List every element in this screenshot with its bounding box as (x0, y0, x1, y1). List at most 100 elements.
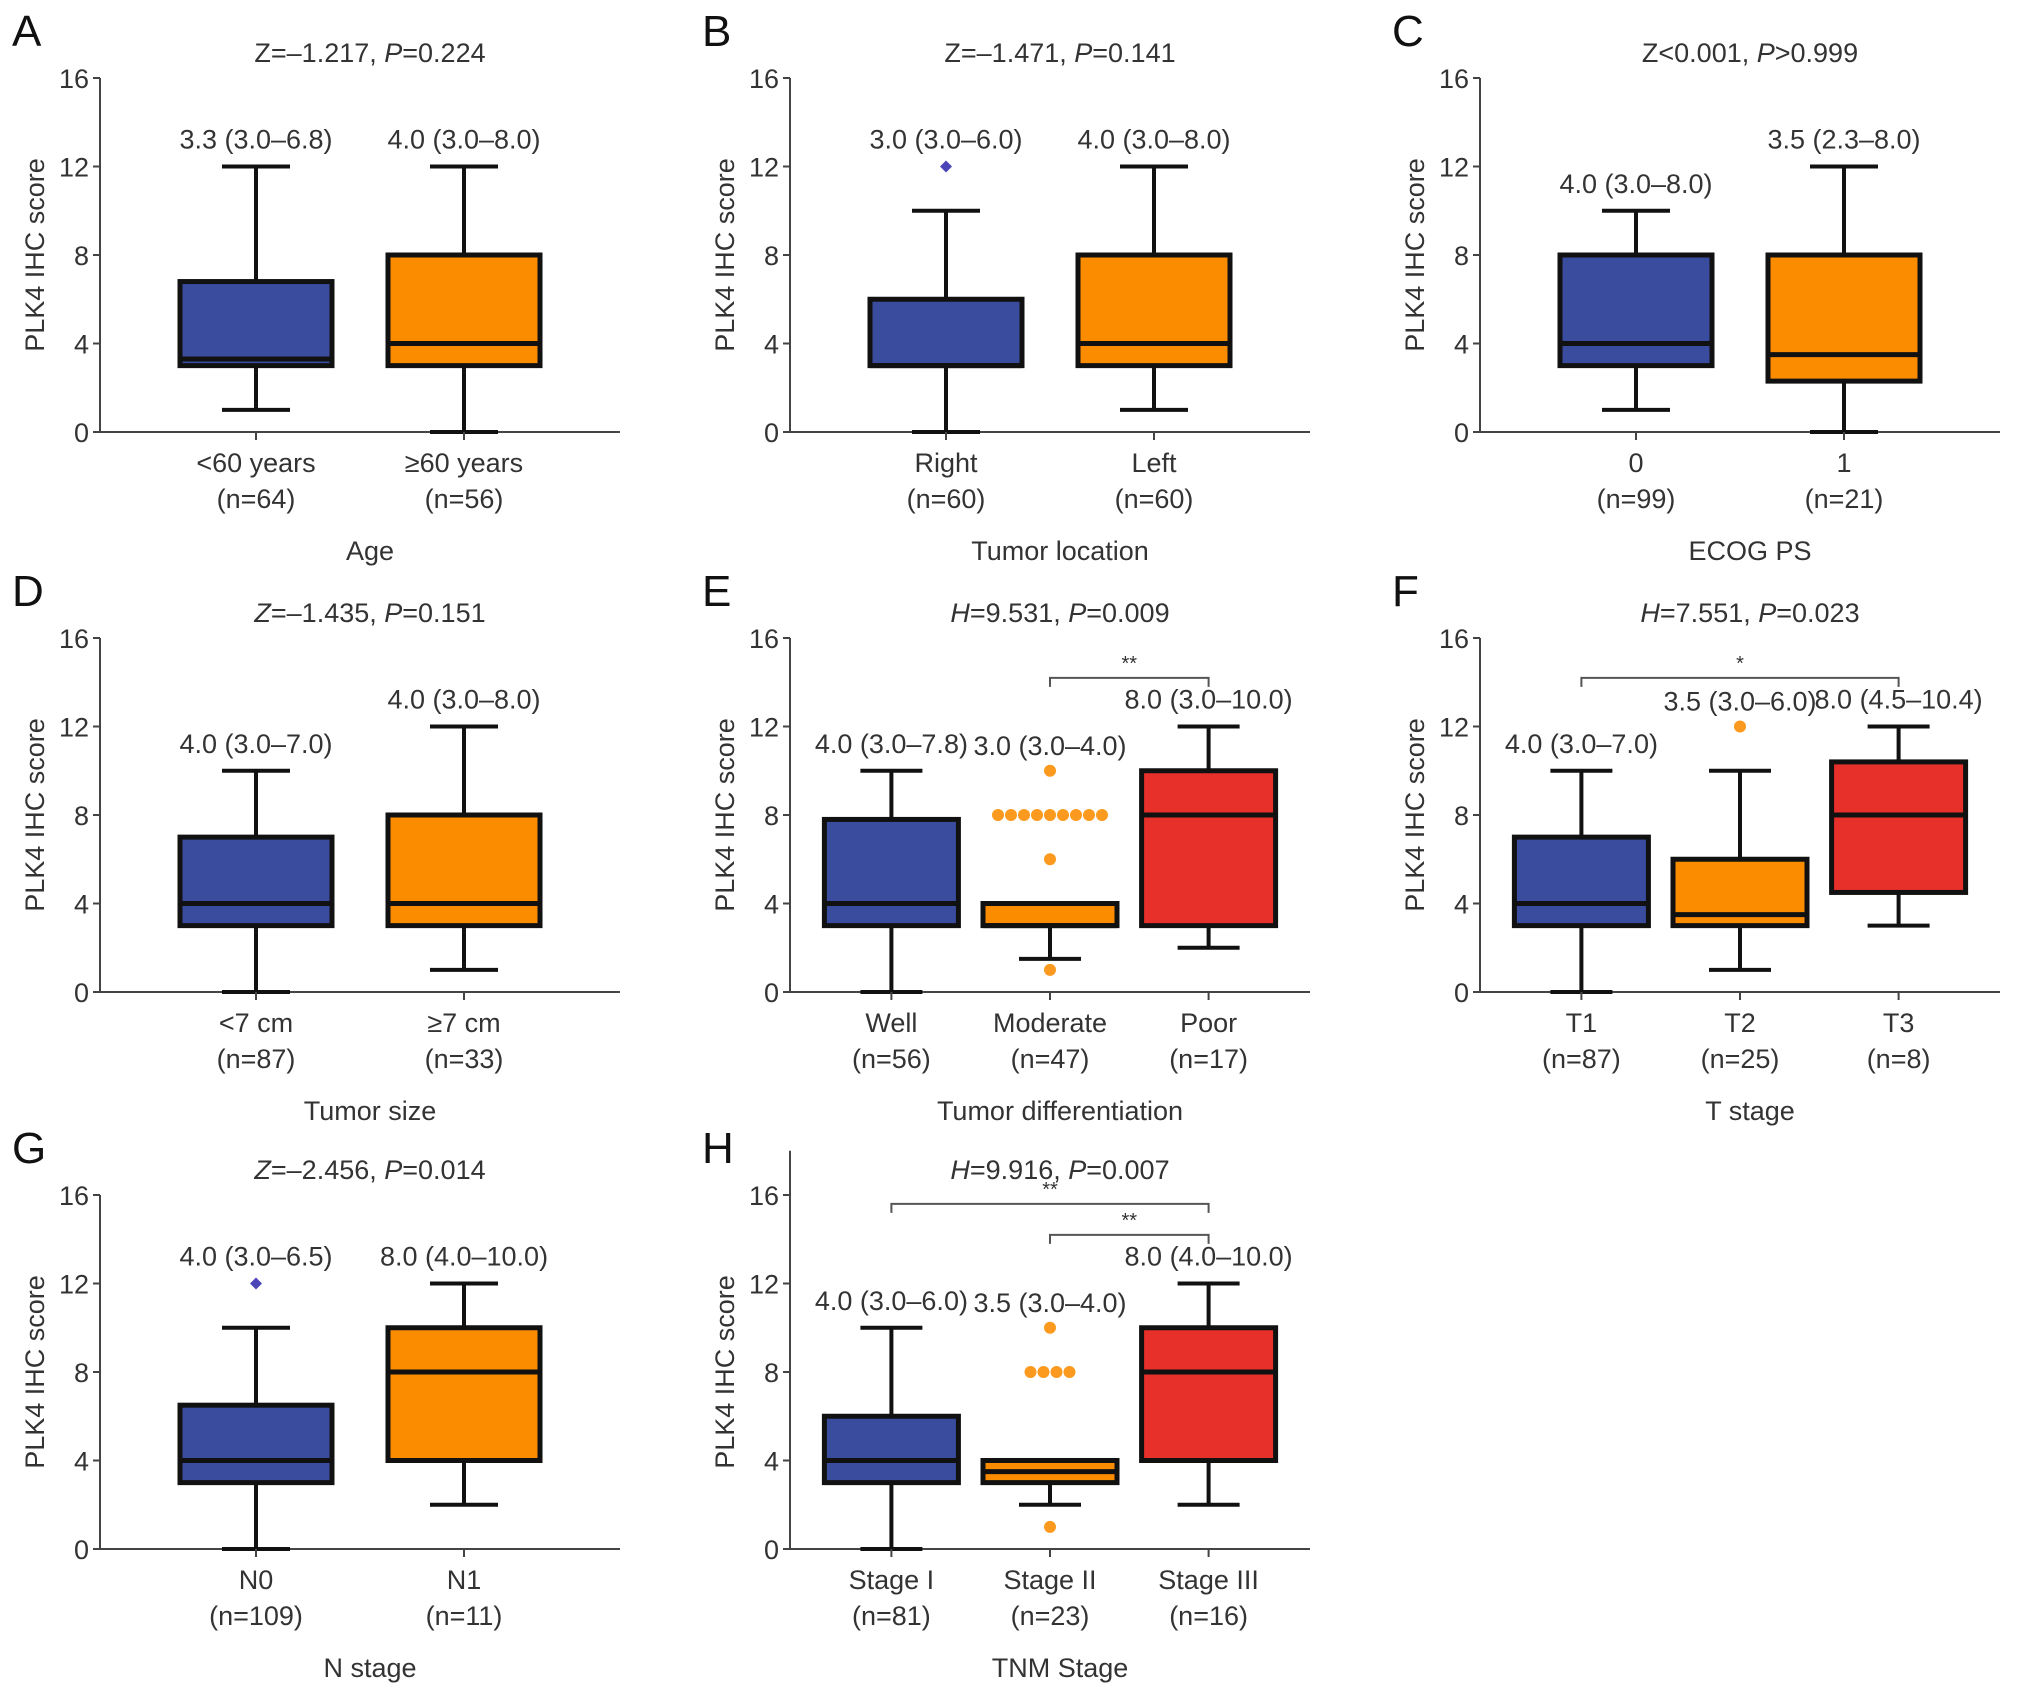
category-label: T1 (1566, 1008, 1598, 1038)
y-axis-label: PLK4 IHC score (710, 1275, 740, 1469)
y-tick-label: 16 (1439, 64, 1469, 94)
box-group: 8.0 (4.0–10.0) N1 (n=11) (380, 1242, 548, 1632)
box (385, 812, 543, 929)
box (821, 1413, 961, 1486)
y-tick-label: 16 (1439, 624, 1469, 654)
outlier-point (1044, 809, 1056, 821)
y-tick-label: 12 (749, 713, 779, 743)
box (177, 834, 335, 929)
panel-letter: D (12, 567, 44, 616)
p-letter: P (1068, 598, 1086, 628)
summary-label: 4.0 (3.0–7.0) (1505, 729, 1658, 759)
category-label: ≥7 cm (427, 1008, 500, 1038)
outlier-point (1083, 809, 1095, 821)
stat-value: =7.551, (1660, 598, 1758, 628)
panel-letter: G (12, 1124, 46, 1173)
category-label: T2 (1724, 1008, 1756, 1038)
summary-label: 3.0 (3.0–6.0) (869, 125, 1022, 155)
summary-label: 8.0 (3.0–10.0) (1125, 685, 1293, 715)
panel-e: E 0 4 8 12 16 PLK4 IHC score H=9.531, P=0.009 4.… (702, 567, 1310, 1126)
box-group: 3.0 (3.0–6.0) Right (n=60) (867, 125, 1025, 514)
stat-letter: Z (1642, 38, 1659, 68)
box-group: 4.0 (3.0–8.0) Left (n=60) (1075, 125, 1233, 514)
y-tick-label: 0 (764, 1535, 779, 1565)
y-tick-label: 4 (74, 330, 89, 360)
outlier-point (1044, 963, 1056, 976)
outlier-point (1057, 809, 1069, 821)
significance-bracket (890, 1202, 1210, 1213)
outlier-point (1005, 809, 1017, 821)
y-tick-label: 4 (74, 890, 89, 920)
y-axis-label: PLK4 IHC score (710, 158, 740, 352)
p-value: =0.007 (1086, 1155, 1169, 1185)
box-group: 8.0 (4.5–10.4) T3 (n=8) (1815, 685, 1983, 1075)
category-label: Well (865, 1008, 917, 1038)
box-group: 4.0 (3.0–7.0) T1 (n=87) (1505, 729, 1658, 1074)
box-group: 4.0 (3.0–7.0) <7 cm (n=87) (177, 729, 335, 1074)
y-tick-label: 16 (59, 624, 89, 654)
outlier-point (250, 1277, 262, 1290)
category-n-label: (n=87) (1542, 1044, 1621, 1074)
summary-label: 3.5 (3.0–6.0) (1663, 687, 1816, 717)
stat-annotation: Z=–1.217, P=0.224 (254, 38, 485, 68)
stat-letter: H (1640, 598, 1660, 628)
x-axis-label: ECOG PS (1688, 536, 1811, 566)
box-group: 4.0 (3.0–7.8) Well (n=56) (815, 729, 968, 1074)
box (177, 1402, 335, 1486)
y-tick-label: 16 (59, 64, 89, 94)
p-value: =0.224 (402, 38, 485, 68)
stat-letter: Z (253, 1155, 272, 1185)
box-group: 4.0 (3.0–8.0) ≥7 cm (n=33) (385, 685, 543, 1074)
box (1139, 1325, 1279, 1463)
panel-letter: A (12, 7, 42, 56)
box (1765, 252, 1923, 384)
category-n-label: (n=21) (1805, 484, 1884, 514)
y-tick-label: 4 (74, 1447, 89, 1477)
category-n-label: (n=33) (425, 1044, 504, 1074)
box (821, 816, 961, 929)
category-label: N1 (447, 1565, 482, 1595)
x-axis-label: Tumor differentiation (937, 1096, 1183, 1126)
y-axis-label: PLK4 IHC score (1400, 718, 1430, 912)
y-tick-label: 16 (749, 624, 779, 654)
category-n-label: (n=81) (852, 1601, 931, 1631)
summary-label: 3.5 (3.0–4.0) (973, 1288, 1126, 1318)
category-n-label: (n=99) (1597, 484, 1676, 514)
significance-label: ** (1122, 653, 1138, 675)
category-n-label: (n=60) (1115, 484, 1194, 514)
box (177, 279, 335, 369)
category-label: N0 (239, 1565, 274, 1595)
box-group: 3.3 (3.0–6.8) <60 years (n=64) (177, 125, 335, 514)
panel-g: G 0 4 8 12 16 PLK4 IHC score Z=–2.456, P=0.014 4… (12, 1124, 620, 1683)
stat-letter: H (950, 1155, 970, 1185)
box (385, 252, 543, 369)
category-label: Stage II (1003, 1565, 1096, 1595)
stat-letter: Z (253, 598, 272, 628)
y-tick-label: 4 (1454, 330, 1469, 360)
y-tick-label: 0 (1454, 978, 1469, 1008)
outlier-point (1024, 1366, 1037, 1378)
box (1511, 834, 1651, 929)
summary-label: 8.0 (4.0–10.0) (1125, 1242, 1293, 1272)
significance-bracket (1049, 676, 1210, 687)
panel-b: B 0 4 8 12 16 PLK4 IHC score Z=–1.471, P=0.141 3… (702, 7, 1310, 566)
category-n-label: (n=16) (1169, 1601, 1248, 1631)
category-label: Left (1131, 448, 1177, 478)
p-letter: P (1757, 38, 1775, 68)
summary-label: 8.0 (4.0–10.0) (380, 1242, 548, 1272)
y-tick-label: 4 (764, 890, 779, 920)
box-group: 3.0 (3.0–4.0) Moderate (n=47) (973, 731, 1126, 1074)
stat-annotation: Z=–1.435, P=0.151 (253, 598, 485, 628)
y-tick-label: 0 (74, 978, 89, 1008)
y-tick-label: 12 (749, 1270, 779, 1300)
panel-d: D 0 4 8 12 16 PLK4 IHC score Z=–1.435, P=0.151 4… (12, 567, 620, 1126)
p-value: >0.999 (1775, 38, 1858, 68)
category-label: Stage III (1158, 1565, 1259, 1595)
y-tick-label: 8 (764, 1358, 779, 1388)
panel-letter: E (702, 567, 731, 616)
outlier-point (1063, 1366, 1076, 1378)
panel-a: A 0 4 8 12 16 PLK4 IHC score Z=–1.217, P=0.224 3… (12, 7, 620, 566)
category-n-label: (n=8) (1867, 1044, 1931, 1074)
summary-label: 3.5 (2.3–8.0) (1767, 125, 1920, 155)
